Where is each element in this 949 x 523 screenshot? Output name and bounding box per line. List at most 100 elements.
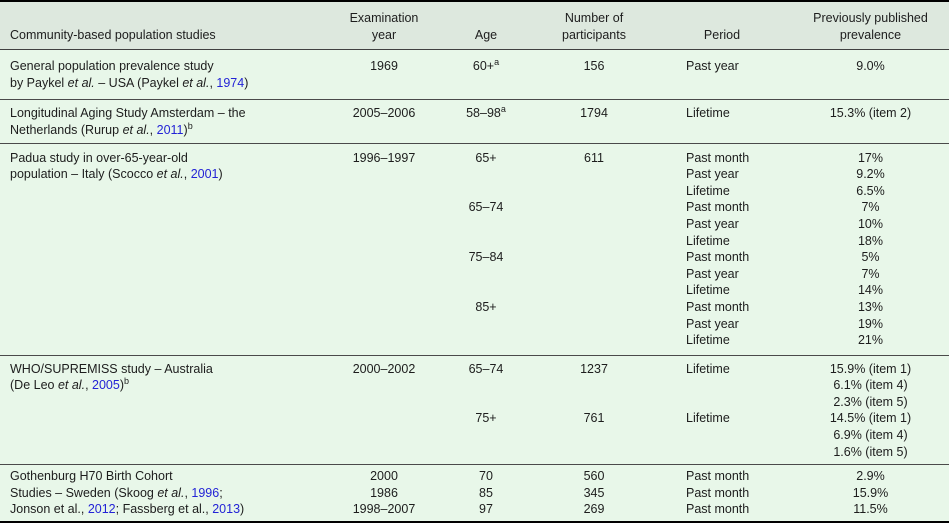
cell-line: 85 [479, 485, 493, 500]
citation-link[interactable]: 2005 [92, 378, 120, 393]
cell-line: by Paykel et al. – USA (Paykel et al., 1… [10, 75, 328, 92]
cell-line: Lifetime [686, 333, 730, 348]
cell-line: 6.5% [856, 183, 885, 198]
participants-cell: 1237 761 [536, 354, 652, 465]
cell-line: 1969 [370, 59, 398, 74]
cell-line: 75–84 [468, 250, 504, 265]
text-segment: ) [218, 167, 223, 182]
citation-link[interactable]: 1974 [216, 75, 245, 90]
cell-line: Lifetime [686, 411, 730, 426]
section-row-4: WHO/SUPREMISS study – Australia (De Leo e… [0, 354, 949, 465]
study-cell: WHO/SUPREMISS study – Australia (De Leo e… [0, 354, 332, 465]
cell-line: 11.5% [853, 502, 888, 517]
participants-cell: 1794 [536, 99, 652, 144]
period-cell: Past month Past year Lifetime Past month Pas… [652, 142, 792, 356]
citation-link[interactable]: 2013 [212, 502, 241, 517]
text-segment: – USA (Paykel [94, 75, 183, 90]
citation-link[interactable]: 1996 [191, 485, 220, 500]
header-line: Period [703, 27, 741, 42]
cell-line: Lifetime [686, 283, 730, 298]
cell-line: (De Leo et al., 2005)b [10, 377, 328, 394]
cell-line [686, 377, 792, 394]
cell-line: 7% [861, 266, 880, 281]
cell-line: Lifetime [686, 106, 730, 121]
header-examination-year: Examination year [332, 2, 436, 51]
cell-line: 9.0% [856, 59, 885, 74]
cell-line: Past month [686, 200, 750, 215]
cell-line: 560 [583, 469, 605, 484]
cell-line: 18% [857, 233, 884, 248]
cell-line [436, 282, 536, 299]
cell-line: 58–98a [436, 105, 536, 122]
citation-link[interactable]: 2012 [87, 502, 116, 517]
cell-line: 2.3% (item 5) [833, 394, 908, 409]
cell-line: 10% [857, 216, 884, 231]
prevalence-cell: 9.0% [792, 50, 949, 100]
cell-line: 65–74 [468, 361, 504, 376]
cell-line: 156 [583, 59, 605, 74]
period-cell: Past month Past month Past month [652, 464, 792, 522]
cell-line: 2005–2006 [352, 106, 416, 121]
examination-year-cell: 2005–2006 [332, 99, 436, 144]
cell-line: 65–74 [468, 200, 504, 215]
text-segment: WHO/SUPREMISS study – Australia [10, 361, 213, 376]
text-segment: , [209, 75, 217, 90]
cell-line [436, 266, 536, 283]
cell-line: 1996–1997 [352, 150, 416, 165]
cell-line: Gothenburg H70 Birth Cohort [10, 468, 328, 485]
header-line: Examination [349, 11, 419, 25]
text-segment: , [149, 122, 157, 137]
cell-line: 14% [857, 283, 884, 298]
section-row-1: General population prevalence study by Pa… [0, 50, 949, 100]
age-cell: 70 85 97 [436, 464, 536, 522]
header-line: Previously published [813, 11, 928, 25]
age-cell: 65+ 65–74 75–84 85+ [436, 142, 536, 356]
study-cell: Longitudinal Aging Study Amsterdam – the… [0, 99, 332, 144]
cell-line: population – Italy (Scocco et al., 2001) [10, 166, 328, 183]
citation-link[interactable]: 2011 [156, 122, 184, 137]
cell-line: 65+ [475, 150, 497, 165]
section-row-5: Gothenburg H70 Birth Cohort Studies – Swe… [0, 464, 949, 522]
cell-line: 345 [583, 485, 605, 500]
text-segment: by Paykel [10, 75, 68, 90]
cell-line: 6.9% (item 4) [833, 428, 908, 443]
cell-line: 1986 [370, 485, 398, 500]
cell-line [436, 377, 536, 394]
text-segment: Netherlands (Rurup [10, 122, 123, 137]
text-segment: (De Leo [10, 378, 58, 393]
cell-line: 97 [479, 502, 493, 517]
text-segment: ; Fassberg et al., [115, 502, 213, 517]
study-cell: Padua study in over-65-year-old populatio… [0, 142, 332, 356]
cell-line: Lifetime [686, 233, 730, 248]
cell-line: Past year [686, 316, 739, 331]
cell-line: 14.5% (item 1) [829, 411, 912, 426]
cell-line: Past year [686, 59, 739, 74]
cell-line: 17% [857, 150, 884, 165]
cell-line: Jonson et al., 2012; Fassberg et al., 20… [10, 501, 328, 518]
period-cell: Lifetime Lifetime [652, 354, 792, 465]
cell-line: 6.1% (item 4) [833, 378, 908, 393]
header-line: Community-based population studies [10, 27, 216, 42]
table-header: Community-based population studies Examin… [0, 2, 949, 51]
header-row: Community-based population studies Examin… [0, 2, 949, 51]
cell-line: Past year [686, 167, 739, 182]
citation-link[interactable]: 2001 [190, 167, 219, 182]
cell-line: 2000–2002 [352, 361, 416, 376]
text-segment: population – Italy (Scocco [10, 167, 157, 182]
text-segment: 58–98 [466, 106, 501, 121]
cell-line: Lifetime [686, 361, 730, 376]
text-segment: ) [240, 502, 245, 517]
cell-line [436, 233, 536, 250]
footnote-marker: b [187, 120, 193, 131]
cell-line: 2.9% [856, 469, 885, 484]
cell-line: Past month [686, 502, 750, 517]
cell-line: 15.9% (item 1) [829, 361, 912, 376]
cell-line: General population prevalence study [10, 58, 328, 75]
participants-cell: 560 345 269 [536, 464, 652, 522]
text-segment: et al. [156, 167, 184, 182]
age-cell: 65–74 75+ [436, 354, 536, 465]
cell-line [536, 394, 652, 411]
footnote-marker: a [500, 104, 506, 115]
